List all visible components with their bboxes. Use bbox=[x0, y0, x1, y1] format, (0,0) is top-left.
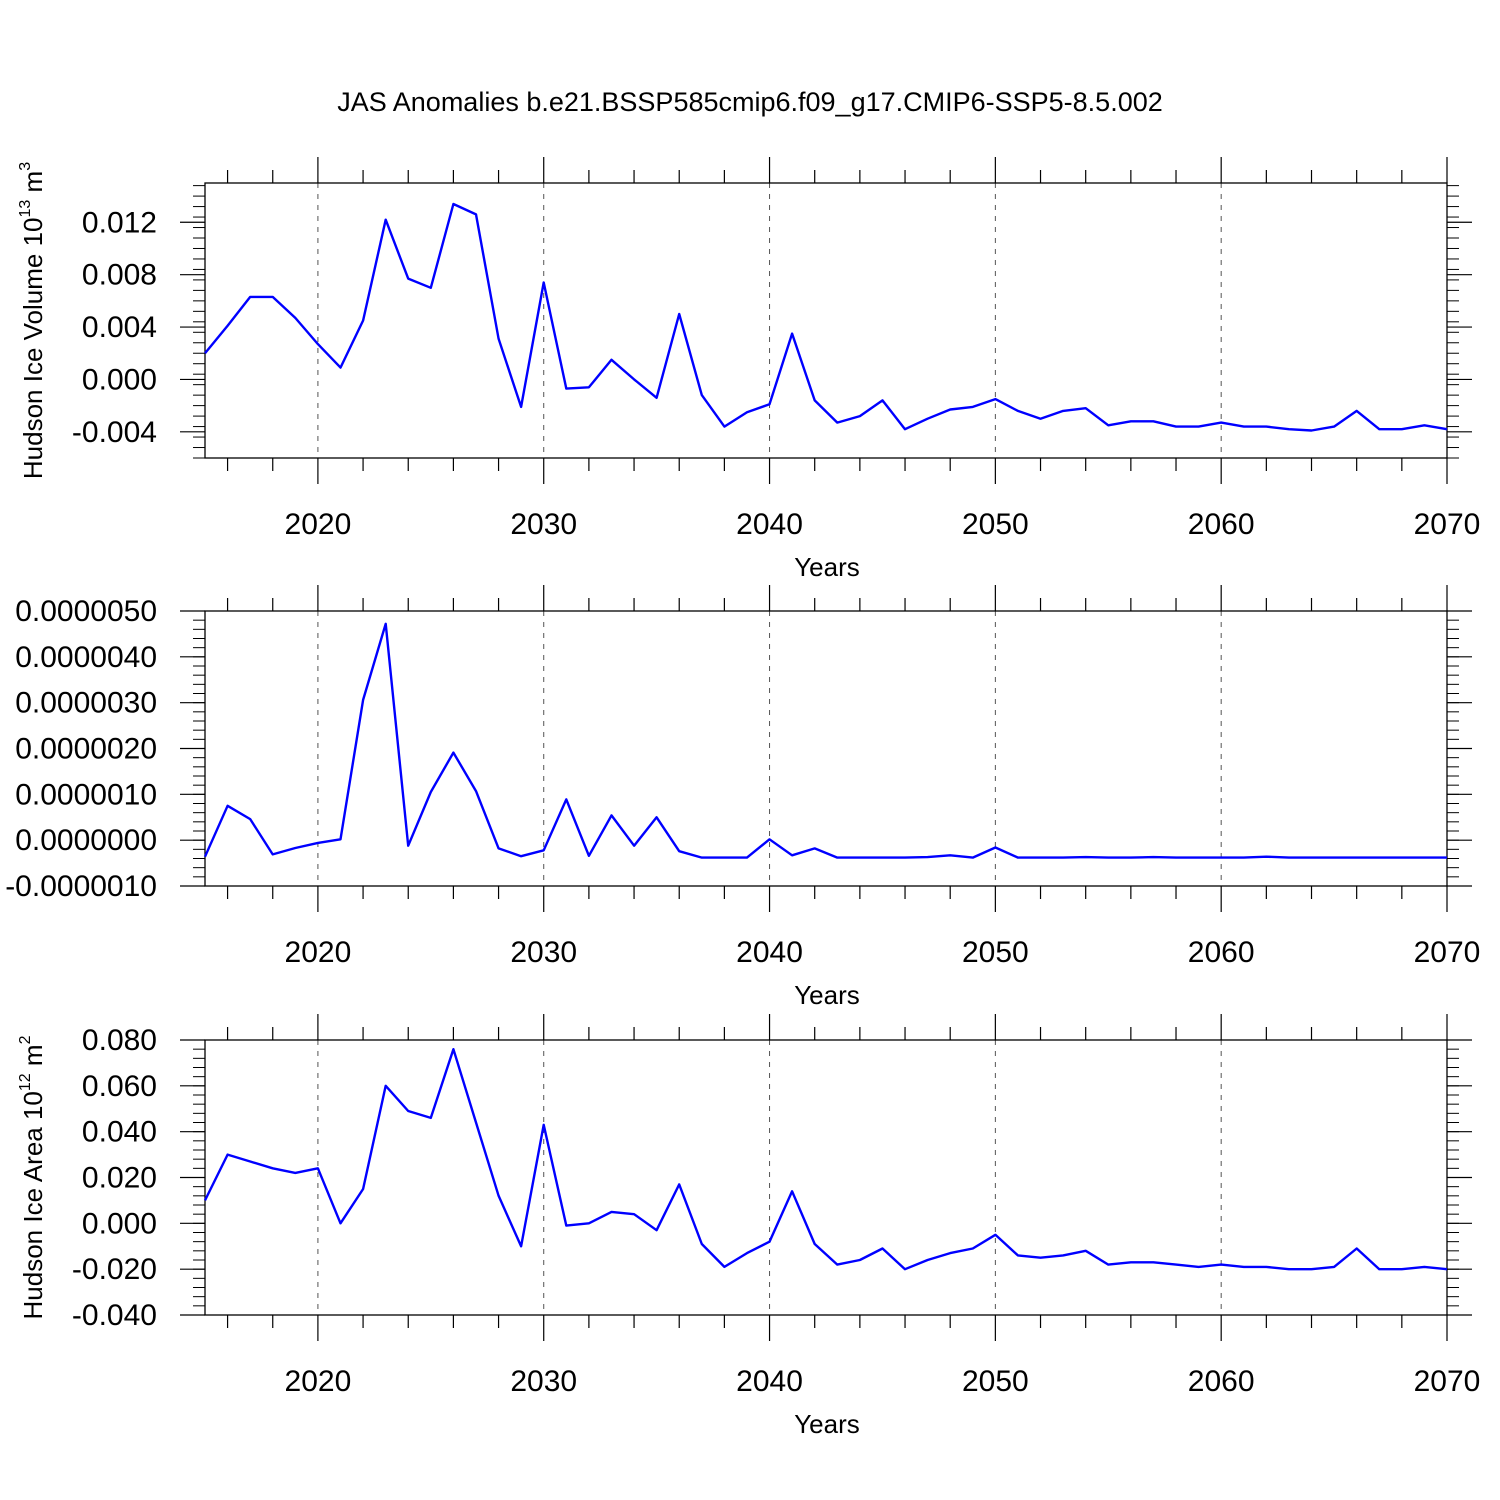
y-tick-label: 0.040 bbox=[82, 1116, 157, 1149]
plot-frame bbox=[204, 610, 1448, 887]
y-tick-label: -0.020 bbox=[72, 1253, 157, 1286]
x-tick-label: 2020 bbox=[285, 1365, 352, 1398]
y-tick-label: 0.080 bbox=[82, 1024, 157, 1057]
x-tick-label: 2040 bbox=[736, 1365, 803, 1398]
y-tick-label: 0.0000010 bbox=[15, 778, 157, 811]
y-tick-label: 0.060 bbox=[82, 1070, 157, 1103]
x-tick-label: 2020 bbox=[285, 508, 352, 541]
y-tick-label: 0.012 bbox=[82, 206, 157, 239]
y-tick-label: 0.0000050 bbox=[15, 595, 157, 628]
y-tick-label: 0.0000000 bbox=[15, 824, 157, 857]
y-axis-label: Hudson Ice Volume 1013 m3 bbox=[17, 162, 48, 479]
x-tick-label: 2030 bbox=[510, 1365, 577, 1398]
panel-1: -0.004 0.000 0.004 0.008 0.012 2020 2030 2040 20… bbox=[17, 157, 1480, 582]
y-tick-label: 0.020 bbox=[82, 1162, 157, 1195]
y-tick-label: -0.0000010 bbox=[5, 870, 157, 903]
x-tick-label: 2060 bbox=[1188, 508, 1255, 541]
y-tick-label: 0.000 bbox=[82, 363, 157, 396]
y-axis-label-unit: m bbox=[18, 1044, 48, 1073]
x-tick-label: 2040 bbox=[736, 508, 803, 541]
y-tick-label: 0.0000020 bbox=[15, 733, 157, 766]
x-tick-label: 2050 bbox=[962, 1365, 1029, 1398]
y-tick-label: 0.000 bbox=[82, 1207, 157, 1240]
panel-2: -0.0000010 0.0000000 0.0000010 0.0000020 0.0… bbox=[5, 585, 1480, 1010]
x-tick-label: 2030 bbox=[510, 936, 577, 969]
y-axis-label-exponent: 13 bbox=[17, 200, 34, 218]
panel-3: -0.040 -0.020 0.000 0.020 0.040 0.060 0.080 202… bbox=[17, 1014, 1480, 1439]
y-axis-label-unit-exponent: 2 bbox=[17, 1035, 34, 1044]
y-axis-label-exponent: 12 bbox=[17, 1073, 34, 1091]
y-tick-label: 0.0000030 bbox=[15, 687, 157, 720]
y-tick-label: 0.004 bbox=[82, 311, 157, 344]
series-line bbox=[203, 622, 1447, 859]
y-tick-label: -0.040 bbox=[72, 1299, 157, 1332]
y-tick-label: 0.0000040 bbox=[15, 641, 157, 674]
y-tick-label: -0.004 bbox=[72, 416, 157, 449]
x-axis-label: Years bbox=[794, 552, 860, 582]
x-tick-label: 2020 bbox=[285, 936, 352, 969]
x-tick-label: 2050 bbox=[962, 508, 1029, 541]
y-axis-label-text: Hudson Ice Area 10 bbox=[18, 1091, 48, 1319]
x-axis-label: Years bbox=[794, 980, 860, 1010]
y-axis-label-unit-exponent: 3 bbox=[17, 162, 34, 171]
x-axis-label: Years bbox=[794, 1409, 860, 1439]
x-tick-label: 2070 bbox=[1414, 1365, 1481, 1398]
x-tick-label: 2060 bbox=[1188, 936, 1255, 969]
plot-frame bbox=[204, 182, 1448, 459]
y-axis-label-unit: m bbox=[18, 171, 48, 200]
y-tick-label: 0.008 bbox=[82, 259, 157, 292]
x-tick-label: 2070 bbox=[1414, 508, 1481, 541]
plot-frame bbox=[204, 1039, 1448, 1316]
x-tick-label: 2070 bbox=[1414, 936, 1481, 969]
x-tick-label: 2060 bbox=[1188, 1365, 1255, 1398]
chart-title: JAS Anomalies b.e21.BSSP585cmip6.f09_g17… bbox=[337, 87, 1163, 117]
x-tick-label: 2030 bbox=[510, 508, 577, 541]
series-line bbox=[203, 1047, 1448, 1271]
y-axis-label: Hudson Ice Area 1012 m2 bbox=[17, 1035, 48, 1319]
series-line bbox=[204, 202, 1448, 432]
y-axis-label-text: Hudson Ice Volume 10 bbox=[18, 217, 48, 479]
x-tick-label: 2050 bbox=[962, 936, 1029, 969]
x-tick-label: 2040 bbox=[736, 936, 803, 969]
